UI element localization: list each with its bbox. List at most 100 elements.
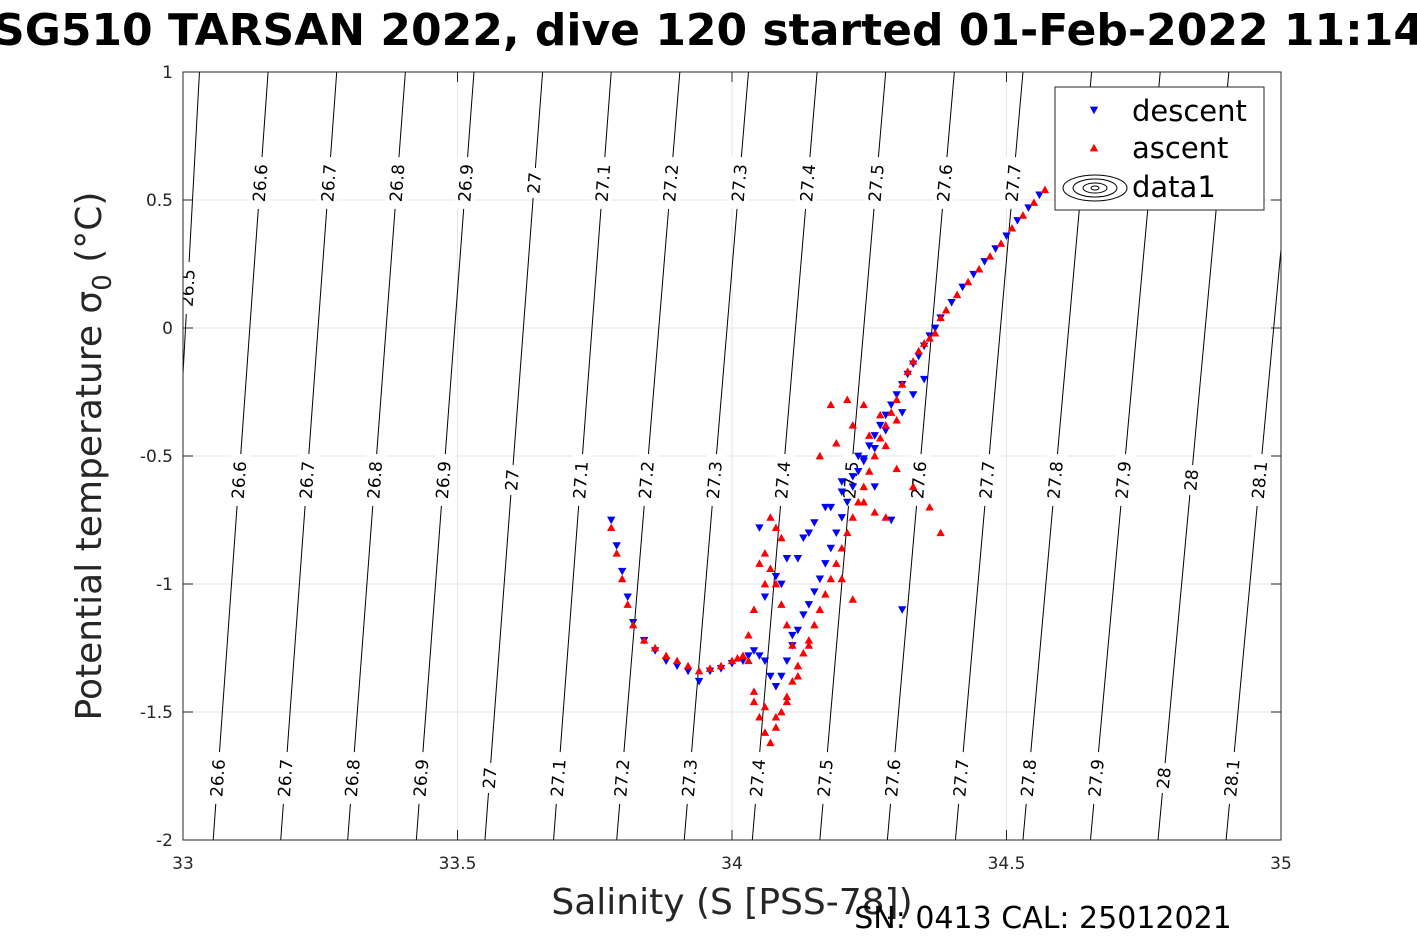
contour-bottom-label: 27.3 bbox=[679, 758, 702, 797]
contour-top-label-bg bbox=[727, 156, 752, 210]
ascent-point bbox=[908, 482, 918, 491]
ascent-point bbox=[760, 728, 770, 736]
ascent-point bbox=[788, 677, 797, 685]
descent-point bbox=[914, 352, 923, 361]
y-tick-label: 0.5 bbox=[146, 191, 173, 211]
descent-point bbox=[804, 529, 814, 537]
contour-line-26.5 bbox=[183, 72, 200, 375]
ascent-point bbox=[1040, 185, 1050, 194]
ascent-point bbox=[623, 600, 632, 608]
ascent-point bbox=[903, 367, 912, 375]
contour-top-label: 27.5 bbox=[866, 163, 889, 202]
ascent-point bbox=[865, 467, 874, 475]
ascent-point bbox=[771, 712, 781, 721]
descent-point bbox=[947, 299, 956, 307]
ascent-point bbox=[760, 579, 770, 588]
descent-point bbox=[837, 478, 846, 486]
contour-bottom-label: 28.1 bbox=[1221, 758, 1244, 798]
contour-top-label-bg bbox=[316, 156, 341, 210]
contour-bottom-label: 26.6 bbox=[207, 758, 230, 797]
contour-mid-label: 27.7 bbox=[976, 460, 999, 499]
ascent-point bbox=[661, 651, 671, 660]
descent-point bbox=[810, 588, 819, 596]
descent-point bbox=[919, 375, 929, 384]
ascent-point bbox=[607, 523, 616, 532]
ascent-point bbox=[870, 451, 879, 460]
descent-point bbox=[766, 672, 775, 681]
descent-point bbox=[612, 542, 621, 550]
ascent-point bbox=[744, 631, 753, 639]
ascent-point bbox=[854, 497, 863, 506]
ascent-point bbox=[837, 574, 846, 583]
ascent-point bbox=[897, 380, 907, 388]
descent-point bbox=[887, 401, 896, 409]
ascent-point bbox=[777, 533, 786, 542]
ascent-point bbox=[881, 441, 890, 450]
contour-top-label-bg bbox=[248, 156, 272, 210]
serial-calibration-text: SN: 0413 CAL: 25012021 bbox=[854, 901, 1232, 936]
descent-point bbox=[897, 409, 907, 417]
descent-point bbox=[755, 524, 764, 532]
ascent-point bbox=[843, 528, 852, 537]
descent-point bbox=[771, 683, 781, 691]
ascent-point bbox=[963, 277, 973, 286]
descent-point bbox=[782, 555, 792, 563]
ascent-point bbox=[1018, 211, 1028, 219]
ascent-point bbox=[832, 559, 841, 567]
legend-ascent-label: ascent bbox=[1132, 131, 1228, 165]
contour-mid-label-bg bbox=[1247, 453, 1272, 507]
ascent-point bbox=[650, 643, 660, 652]
y-tick-label: -0.5 bbox=[140, 447, 173, 467]
descent-point bbox=[865, 442, 874, 450]
contour-mid-label-bg bbox=[974, 453, 1000, 507]
ascent-point bbox=[755, 712, 764, 721]
contour-mid-label: 26.7 bbox=[297, 460, 320, 499]
contour-top-label-bg bbox=[795, 156, 820, 210]
descent-point bbox=[607, 516, 616, 525]
ascent-point bbox=[760, 549, 770, 557]
contour-bottom-label: 26.8 bbox=[342, 758, 365, 797]
contour-top-label-bg bbox=[658, 156, 683, 210]
contour-bottom-label: 27.5 bbox=[815, 758, 838, 797]
ascent-point bbox=[733, 654, 742, 662]
ascent-point bbox=[749, 605, 759, 613]
ascent-point bbox=[925, 503, 934, 511]
legend-descent-marker bbox=[1089, 106, 1099, 115]
descent-point bbox=[623, 593, 632, 601]
y-tick-label: -2 bbox=[156, 831, 173, 851]
ascent-point bbox=[848, 421, 857, 429]
ascent-point bbox=[996, 239, 1006, 247]
legend-data1-label: data1 bbox=[1132, 170, 1216, 204]
contour-top-label: 26.6 bbox=[250, 163, 273, 202]
ascent-point bbox=[876, 433, 885, 442]
y-tick-label: -1 bbox=[156, 575, 173, 595]
ascent-point bbox=[810, 620, 819, 629]
descent-point bbox=[793, 626, 803, 635]
legend-contour-icon bbox=[1062, 174, 1128, 202]
contour-bottom-label: 27.8 bbox=[1018, 758, 1041, 797]
descent-point bbox=[755, 652, 764, 660]
ascent-point bbox=[859, 400, 868, 409]
contour-top-label: 26.9 bbox=[455, 163, 478, 202]
contour-bottom-label-bg bbox=[609, 751, 634, 805]
ascent-point bbox=[694, 666, 704, 675]
descent-point bbox=[980, 258, 989, 266]
descent-point bbox=[837, 488, 846, 497]
contour-mid-label-bg bbox=[500, 464, 524, 496]
contour-bottom-label-bg bbox=[205, 751, 230, 805]
contour-mid-label: 26.9 bbox=[433, 460, 456, 499]
contour-bottom-label: 27.2 bbox=[611, 758, 634, 797]
descent-point bbox=[930, 324, 940, 333]
contour-top-label: 26.5 bbox=[178, 269, 200, 308]
ascent-point bbox=[952, 290, 962, 299]
contour-bottom-label: 27.4 bbox=[747, 758, 770, 797]
ascent-point bbox=[859, 497, 868, 506]
contour-bottom-label: 26.9 bbox=[411, 758, 434, 797]
contour-bottom-label-bg bbox=[1219, 751, 1245, 805]
contour-top-label-bg bbox=[523, 167, 546, 199]
ascent-point bbox=[766, 738, 775, 747]
contour-bottom-label-bg bbox=[273, 751, 298, 805]
descent-point bbox=[870, 483, 879, 491]
contour-top-label: 27.7 bbox=[1003, 163, 1026, 202]
contour-bottom-label-bg bbox=[1152, 762, 1176, 794]
